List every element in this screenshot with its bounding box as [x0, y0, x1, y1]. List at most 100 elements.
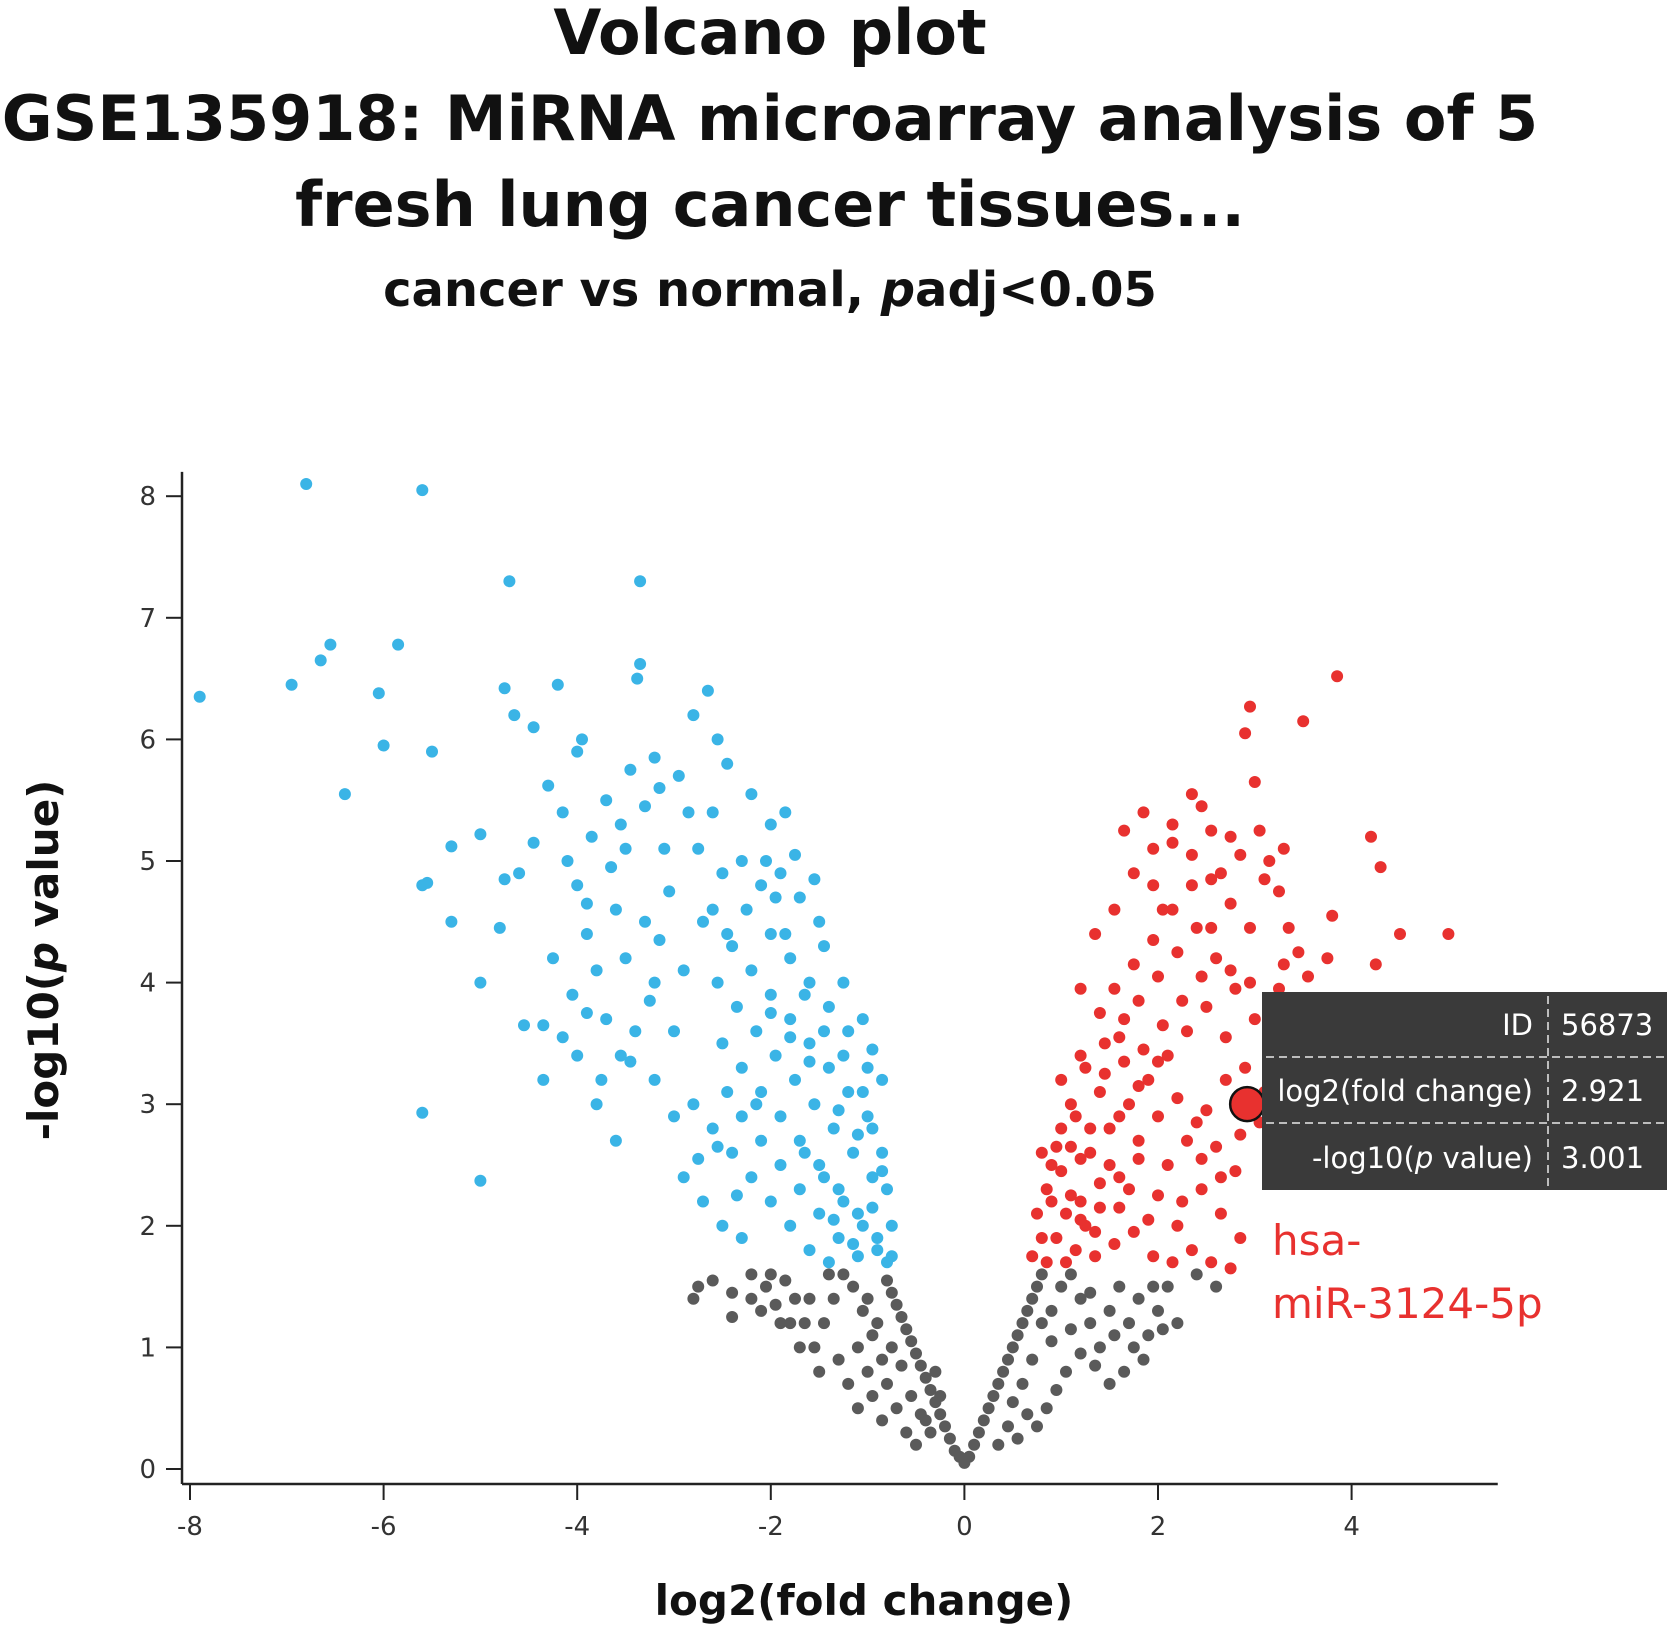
point-up[interactable] — [1060, 1256, 1072, 1269]
point-up[interactable] — [1185, 879, 1198, 892]
point-up[interactable] — [1176, 1195, 1189, 1208]
point-ns[interactable] — [1035, 1268, 1048, 1281]
point-up[interactable] — [1244, 700, 1256, 713]
point-up[interactable] — [1147, 842, 1160, 855]
point-down[interactable] — [590, 1098, 603, 1111]
point-up[interactable] — [1040, 1256, 1053, 1269]
point-ns[interactable] — [1113, 1280, 1126, 1293]
point-up[interactable] — [1171, 1092, 1184, 1105]
point-up[interactable] — [1195, 970, 1208, 983]
point-up[interactable] — [1224, 964, 1237, 977]
point-down[interactable] — [755, 1086, 768, 1098]
point-up[interactable] — [1113, 1110, 1126, 1123]
point-up[interactable] — [1045, 1195, 1058, 1208]
point-up[interactable] — [1074, 1195, 1087, 1208]
point-ns[interactable] — [803, 1292, 816, 1305]
point-down[interactable] — [866, 1043, 879, 1056]
point-down[interactable] — [648, 976, 661, 989]
point-up[interactable] — [1147, 879, 1160, 892]
point-up[interactable] — [1166, 836, 1179, 849]
point-down[interactable] — [856, 1219, 869, 1232]
point-down[interactable] — [721, 928, 734, 940]
point-down[interactable] — [527, 721, 540, 734]
point-ns[interactable] — [779, 1274, 792, 1287]
point-up[interactable] — [1123, 1183, 1135, 1196]
point-down[interactable] — [668, 1025, 680, 1038]
point-down[interactable] — [706, 903, 719, 916]
point-up[interactable] — [1152, 1110, 1164, 1123]
point-up[interactable] — [1190, 1116, 1203, 1129]
point-up[interactable] — [1161, 1159, 1174, 1171]
point-ns[interactable] — [808, 1341, 821, 1354]
point-down[interactable] — [784, 1031, 797, 1044]
point-down[interactable] — [580, 1007, 593, 1019]
point-up[interactable] — [1302, 970, 1314, 983]
point-up[interactable] — [1055, 1165, 1068, 1178]
point-ns[interactable] — [827, 1292, 840, 1305]
point-ns[interactable] — [847, 1280, 860, 1293]
point-up[interactable] — [1224, 1262, 1237, 1275]
point-up[interactable] — [1093, 1201, 1106, 1214]
point-up[interactable] — [1123, 1098, 1135, 1111]
point-down[interactable] — [842, 1025, 855, 1038]
point-up[interactable] — [1089, 928, 1102, 940]
point-down[interactable] — [697, 915, 709, 928]
point-up[interactable] — [1442, 928, 1455, 940]
point-ns[interactable] — [1084, 1317, 1097, 1330]
point-down[interactable] — [619, 952, 632, 965]
point-up[interactable] — [1326, 909, 1339, 922]
point-up[interactable] — [1152, 1189, 1164, 1202]
point-ns[interactable] — [890, 1402, 903, 1415]
point-ns[interactable] — [706, 1274, 719, 1287]
point-up[interactable] — [1098, 1067, 1111, 1080]
point-up[interactable] — [1084, 1122, 1097, 1135]
point-down[interactable] — [813, 915, 826, 928]
point-ns[interactable] — [818, 1317, 830, 1330]
point-up[interactable] — [1156, 903, 1169, 916]
point-down[interactable] — [590, 964, 603, 977]
point-down[interactable] — [832, 1183, 845, 1196]
point-up[interactable] — [1185, 848, 1198, 861]
point-up[interactable] — [1132, 994, 1145, 1007]
point-ns[interactable] — [1118, 1365, 1131, 1378]
point-up[interactable] — [1369, 958, 1382, 971]
point-down[interactable] — [624, 763, 637, 776]
point-down[interactable] — [692, 1152, 705, 1165]
point-down[interactable] — [793, 1183, 806, 1196]
point-ns[interactable] — [997, 1365, 1010, 1378]
point-down[interactable] — [614, 818, 627, 831]
point-down[interactable] — [338, 788, 351, 801]
point-ns[interactable] — [1103, 1304, 1116, 1317]
point-ns[interactable] — [895, 1311, 908, 1323]
point-ns[interactable] — [866, 1329, 879, 1342]
point-up[interactable] — [1108, 903, 1121, 916]
point-down[interactable] — [856, 1013, 869, 1026]
point-up[interactable] — [1200, 1000, 1213, 1013]
point-down[interactable] — [745, 964, 758, 977]
point-up[interactable] — [1365, 830, 1377, 843]
point-down[interactable] — [653, 782, 666, 794]
point-ns[interactable] — [1108, 1329, 1121, 1342]
point-ns[interactable] — [900, 1323, 913, 1336]
point-down[interactable] — [571, 745, 584, 758]
point-down[interactable] — [493, 921, 506, 934]
point-down[interactable] — [822, 1000, 835, 1013]
point-ns[interactable] — [1156, 1323, 1169, 1336]
point-up[interactable] — [1031, 1207, 1043, 1220]
point-ns[interactable] — [939, 1420, 951, 1433]
point-down[interactable] — [842, 1086, 855, 1098]
point-down[interactable] — [774, 1110, 787, 1123]
point-down[interactable] — [881, 1256, 893, 1269]
point-down[interactable] — [314, 654, 327, 667]
point-up[interactable] — [1137, 1043, 1150, 1056]
point-down[interactable] — [580, 897, 593, 910]
point-up[interactable] — [1074, 1213, 1087, 1226]
point-up[interactable] — [1273, 982, 1285, 995]
point-ns[interactable] — [1142, 1329, 1155, 1342]
point-down[interactable] — [474, 976, 487, 989]
point-down[interactable] — [798, 988, 811, 1001]
point-down[interactable] — [416, 484, 429, 497]
point-down[interactable] — [687, 709, 700, 722]
point-down[interactable] — [193, 690, 206, 703]
point-down[interactable] — [837, 976, 850, 989]
